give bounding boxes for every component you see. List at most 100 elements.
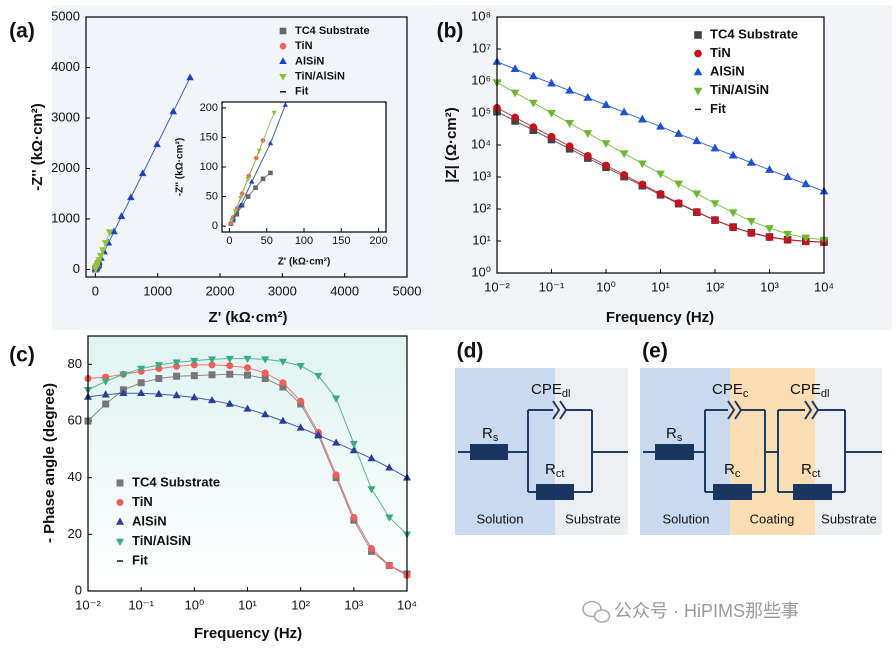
x-tick-label: 10² <box>706 279 725 294</box>
icon <box>593 609 611 623</box>
label-main: R <box>482 425 493 442</box>
data-point <box>154 389 163 397</box>
data-point <box>296 423 305 431</box>
data-point <box>226 362 234 370</box>
data-point <box>137 388 146 397</box>
y-tick-label: 5000 <box>51 8 80 23</box>
data-point <box>656 121 665 130</box>
data-point <box>138 169 147 177</box>
y-tick-label: 10⁸ <box>471 8 491 23</box>
element-label: Rct <box>801 461 820 480</box>
data-point <box>783 230 792 239</box>
data-point <box>105 229 114 237</box>
legend-marker <box>116 479 124 487</box>
data-point <box>245 176 251 182</box>
data-point <box>101 240 110 247</box>
data-point <box>765 233 774 242</box>
data-point <box>637 160 647 169</box>
data-point <box>119 388 128 397</box>
y-tick-label: 3000 <box>51 109 80 124</box>
data-point <box>297 397 305 405</box>
data-point <box>692 190 702 199</box>
region-label: Solution <box>663 511 710 526</box>
data-point <box>234 211 240 217</box>
resistor <box>793 484 832 500</box>
y-tick-label: 80 <box>68 356 82 371</box>
legend-label: TiN <box>295 40 313 52</box>
data-point <box>172 391 181 399</box>
data-point <box>385 562 393 569</box>
data-point <box>528 71 538 80</box>
legend-label: TiN/AlSiN <box>132 533 191 548</box>
data-point <box>367 486 376 494</box>
data-point <box>710 143 720 152</box>
legend-marker <box>693 87 703 96</box>
legend-marker <box>279 42 287 50</box>
x-tick-label: 10⁰ <box>184 597 204 612</box>
data-point <box>190 393 199 401</box>
data-point <box>207 356 217 364</box>
data-point <box>190 357 199 366</box>
data-point <box>137 379 145 387</box>
element-label: CPEdl <box>531 381 570 400</box>
data-point <box>765 225 774 234</box>
data-point <box>243 404 252 412</box>
data-point <box>237 195 244 201</box>
x-tick-label: 10¹ <box>651 279 670 294</box>
data-point <box>119 371 128 379</box>
data-point <box>332 438 341 446</box>
y-tick-label: 10⁶ <box>471 72 491 87</box>
data-point <box>226 370 234 378</box>
element-label: Rct <box>545 461 564 480</box>
x-tick-label: 10⁰ <box>596 279 616 294</box>
data-point <box>692 136 702 145</box>
data-point <box>367 454 376 462</box>
x-tick-label: 2000 <box>206 283 235 298</box>
element-label: Rs <box>666 425 683 444</box>
data-point <box>565 119 574 128</box>
plot-frame <box>85 16 408 278</box>
data-point <box>256 148 262 154</box>
y-tick-label: 50 <box>206 190 218 202</box>
label-sub: s <box>677 432 683 444</box>
data-point <box>267 140 274 146</box>
region-label: Solution <box>477 511 524 526</box>
data-point <box>510 89 520 98</box>
data-point <box>261 375 269 382</box>
plot-frame <box>496 16 825 274</box>
x-tick-label: 10⁻² <box>75 597 101 612</box>
data-point <box>746 157 756 166</box>
data-point <box>101 378 110 386</box>
legend-marker <box>693 67 703 76</box>
data-point <box>282 102 289 107</box>
legend-label: AlSiN <box>710 64 745 79</box>
data-point <box>711 216 719 224</box>
y-tick-label: 0 <box>73 261 80 276</box>
x-tick-label: 1000 <box>143 283 172 298</box>
data-point <box>601 140 611 149</box>
y-tick-label: 2000 <box>51 160 80 175</box>
x-tick-label: 10³ <box>344 597 363 612</box>
data-point <box>261 410 270 418</box>
legend-marker <box>115 538 125 546</box>
data-point <box>620 171 628 179</box>
data-point <box>547 109 556 118</box>
region-label: Substrate <box>565 511 621 526</box>
data-point <box>656 170 665 179</box>
data-point <box>244 364 251 372</box>
x-tick-label: 3000 <box>268 283 297 298</box>
data-point <box>710 200 720 209</box>
label-sub: dl <box>821 388 830 400</box>
legend-label: TiN <box>710 45 731 60</box>
resistor <box>713 484 752 500</box>
data-point <box>260 176 266 182</box>
legend-marker <box>115 517 125 525</box>
element-label: CPEdl <box>790 381 829 400</box>
x-tick-label: 10¹ <box>238 597 257 612</box>
legend-label: TiN <box>132 494 153 509</box>
data-point <box>208 361 216 369</box>
y-tick-label: 10¹ <box>472 232 491 247</box>
legend-marker <box>279 73 287 81</box>
data-point <box>225 355 234 364</box>
